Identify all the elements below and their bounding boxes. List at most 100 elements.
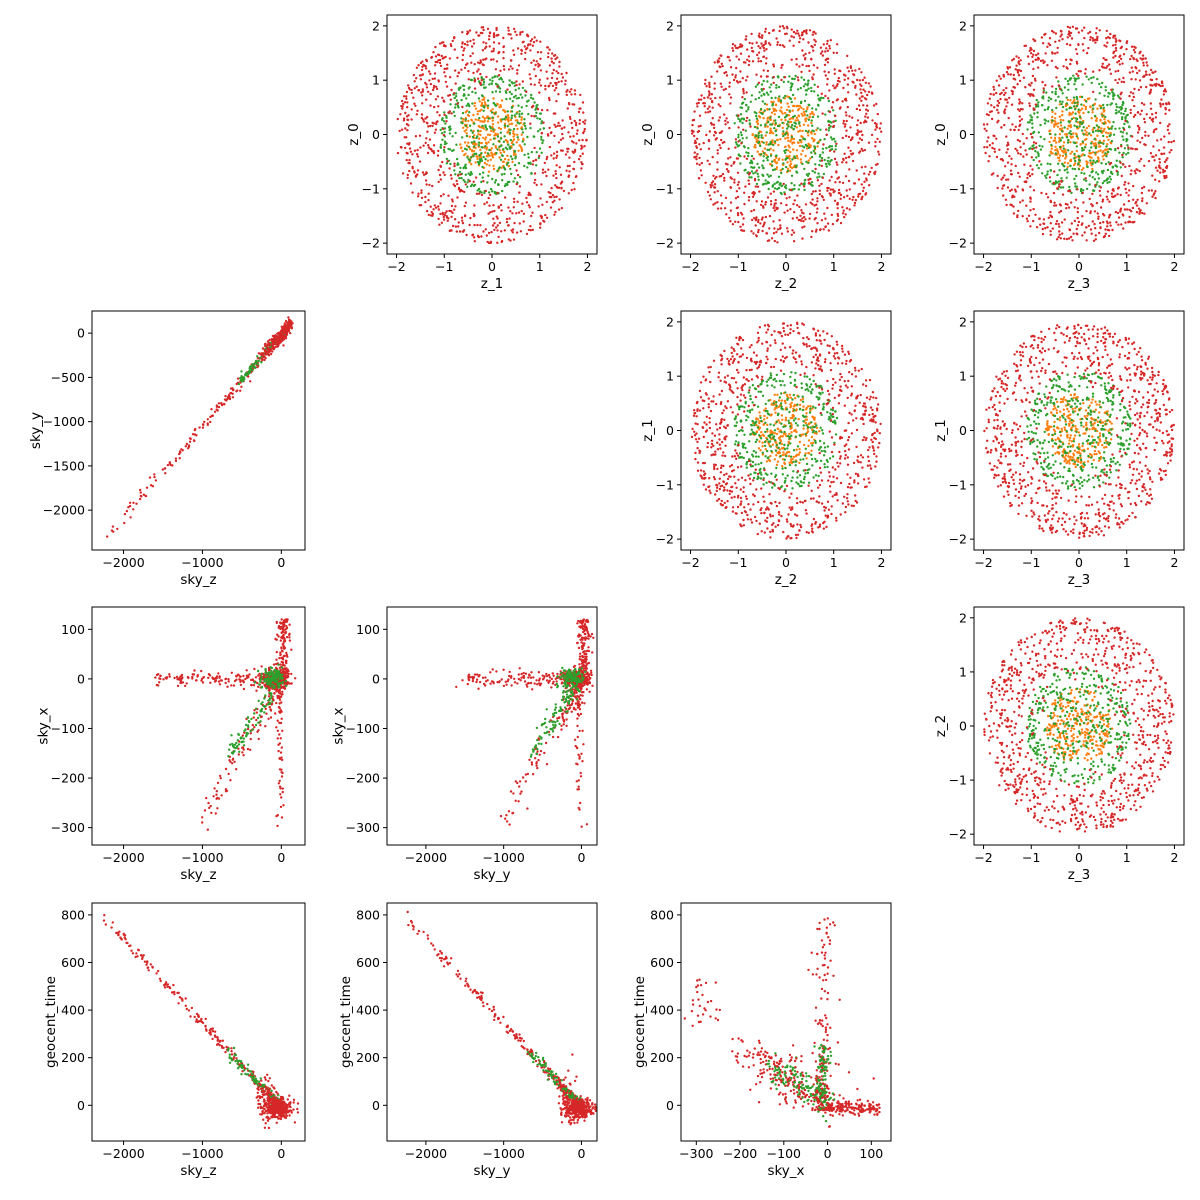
point-outer — [1019, 123, 1022, 126]
point-outer — [756, 53, 759, 57]
point-outer — [1081, 215, 1084, 218]
point-outer — [838, 107, 842, 110]
point-outer — [841, 136, 844, 140]
point-inner — [789, 150, 792, 154]
point-outer — [718, 116, 722, 119]
point-outer — [422, 120, 426, 123]
point-outer — [443, 173, 446, 177]
point-outer — [516, 200, 519, 203]
point-middle — [773, 127, 776, 130]
point-outer — [1087, 224, 1091, 228]
point-outer — [1108, 214, 1111, 217]
point-outer — [1018, 109, 1021, 113]
point-middle — [454, 92, 458, 95]
point-outer — [406, 106, 409, 109]
point-inner — [804, 120, 807, 123]
point-inner — [807, 159, 810, 162]
point-outer — [1114, 49, 1118, 52]
point-outer — [1076, 233, 1079, 236]
point-inner — [515, 124, 518, 127]
point-outer — [529, 39, 532, 43]
point-outer — [1121, 153, 1124, 157]
point-inner — [464, 152, 467, 155]
point-outer — [554, 172, 558, 176]
point-outer — [988, 97, 991, 100]
point-outer — [552, 157, 555, 160]
point-outer — [1130, 66, 1134, 69]
point-outer — [561, 132, 564, 136]
point-outer — [568, 115, 572, 119]
point-outer — [848, 208, 851, 211]
point-outer — [754, 224, 757, 227]
point-outer — [1158, 83, 1161, 87]
point-outer — [861, 95, 864, 98]
point-outer — [1032, 38, 1035, 41]
point-outer — [986, 123, 989, 126]
point-outer — [1147, 134, 1150, 137]
point-inner — [788, 157, 791, 160]
point-middle — [1089, 159, 1092, 162]
point-middle — [482, 78, 485, 81]
point-outer — [443, 44, 446, 47]
point-inner — [1085, 131, 1088, 134]
point-middle — [480, 180, 483, 184]
point-outer — [433, 204, 436, 207]
point-outer — [812, 63, 816, 67]
point-outer — [1154, 116, 1158, 119]
point-middle — [1060, 102, 1063, 106]
point-outer — [495, 28, 498, 32]
point-outer — [566, 164, 569, 168]
point-outer — [161, 468, 164, 471]
point-middle — [1065, 176, 1068, 179]
point-middle — [1039, 148, 1043, 151]
point-outer — [1018, 63, 1021, 66]
point-outer — [1004, 165, 1007, 168]
point-outer — [415, 66, 419, 70]
point-inner — [1081, 107, 1084, 110]
point-outer — [1138, 169, 1141, 173]
point-middle — [830, 121, 833, 124]
point-middle — [471, 102, 474, 105]
point-inner — [786, 102, 789, 105]
point-outer — [424, 141, 427, 145]
point-outer — [703, 96, 706, 100]
point-outer — [1039, 59, 1043, 63]
point-outer — [789, 188, 793, 192]
point-outer — [426, 122, 429, 125]
point-outer — [1056, 67, 1059, 70]
point-outer — [568, 156, 571, 159]
point-outer — [201, 426, 205, 429]
point-middle — [452, 110, 455, 114]
point-outer — [530, 114, 533, 118]
point-outer — [472, 42, 476, 45]
point-middle — [477, 187, 481, 191]
point-outer — [1135, 148, 1139, 151]
point-middle — [1061, 130, 1064, 133]
point-middle — [767, 120, 770, 124]
point-middle — [806, 84, 809, 87]
point-outer — [188, 440, 192, 443]
point-outer — [850, 153, 853, 156]
point-outer — [401, 99, 404, 103]
point-middle — [1062, 164, 1065, 167]
point-outer — [836, 212, 839, 216]
point-outer — [535, 60, 538, 63]
point-inner — [756, 150, 759, 153]
point-middle — [1121, 135, 1124, 138]
point-outer — [815, 211, 819, 214]
point-inner — [1049, 129, 1052, 132]
point-outer — [854, 86, 857, 90]
point-middle — [444, 122, 447, 125]
point-inner — [1093, 102, 1097, 106]
point-middle — [464, 118, 467, 121]
point-outer — [874, 140, 877, 144]
point-middle — [804, 83, 807, 86]
point-outer — [729, 102, 732, 105]
point-middle — [1085, 100, 1088, 103]
point-outer — [431, 77, 434, 81]
point-outer — [1143, 212, 1146, 215]
point-outer — [850, 137, 854, 140]
point-outer — [711, 106, 714, 109]
point-inner — [462, 118, 465, 121]
point-outer — [1158, 161, 1162, 164]
